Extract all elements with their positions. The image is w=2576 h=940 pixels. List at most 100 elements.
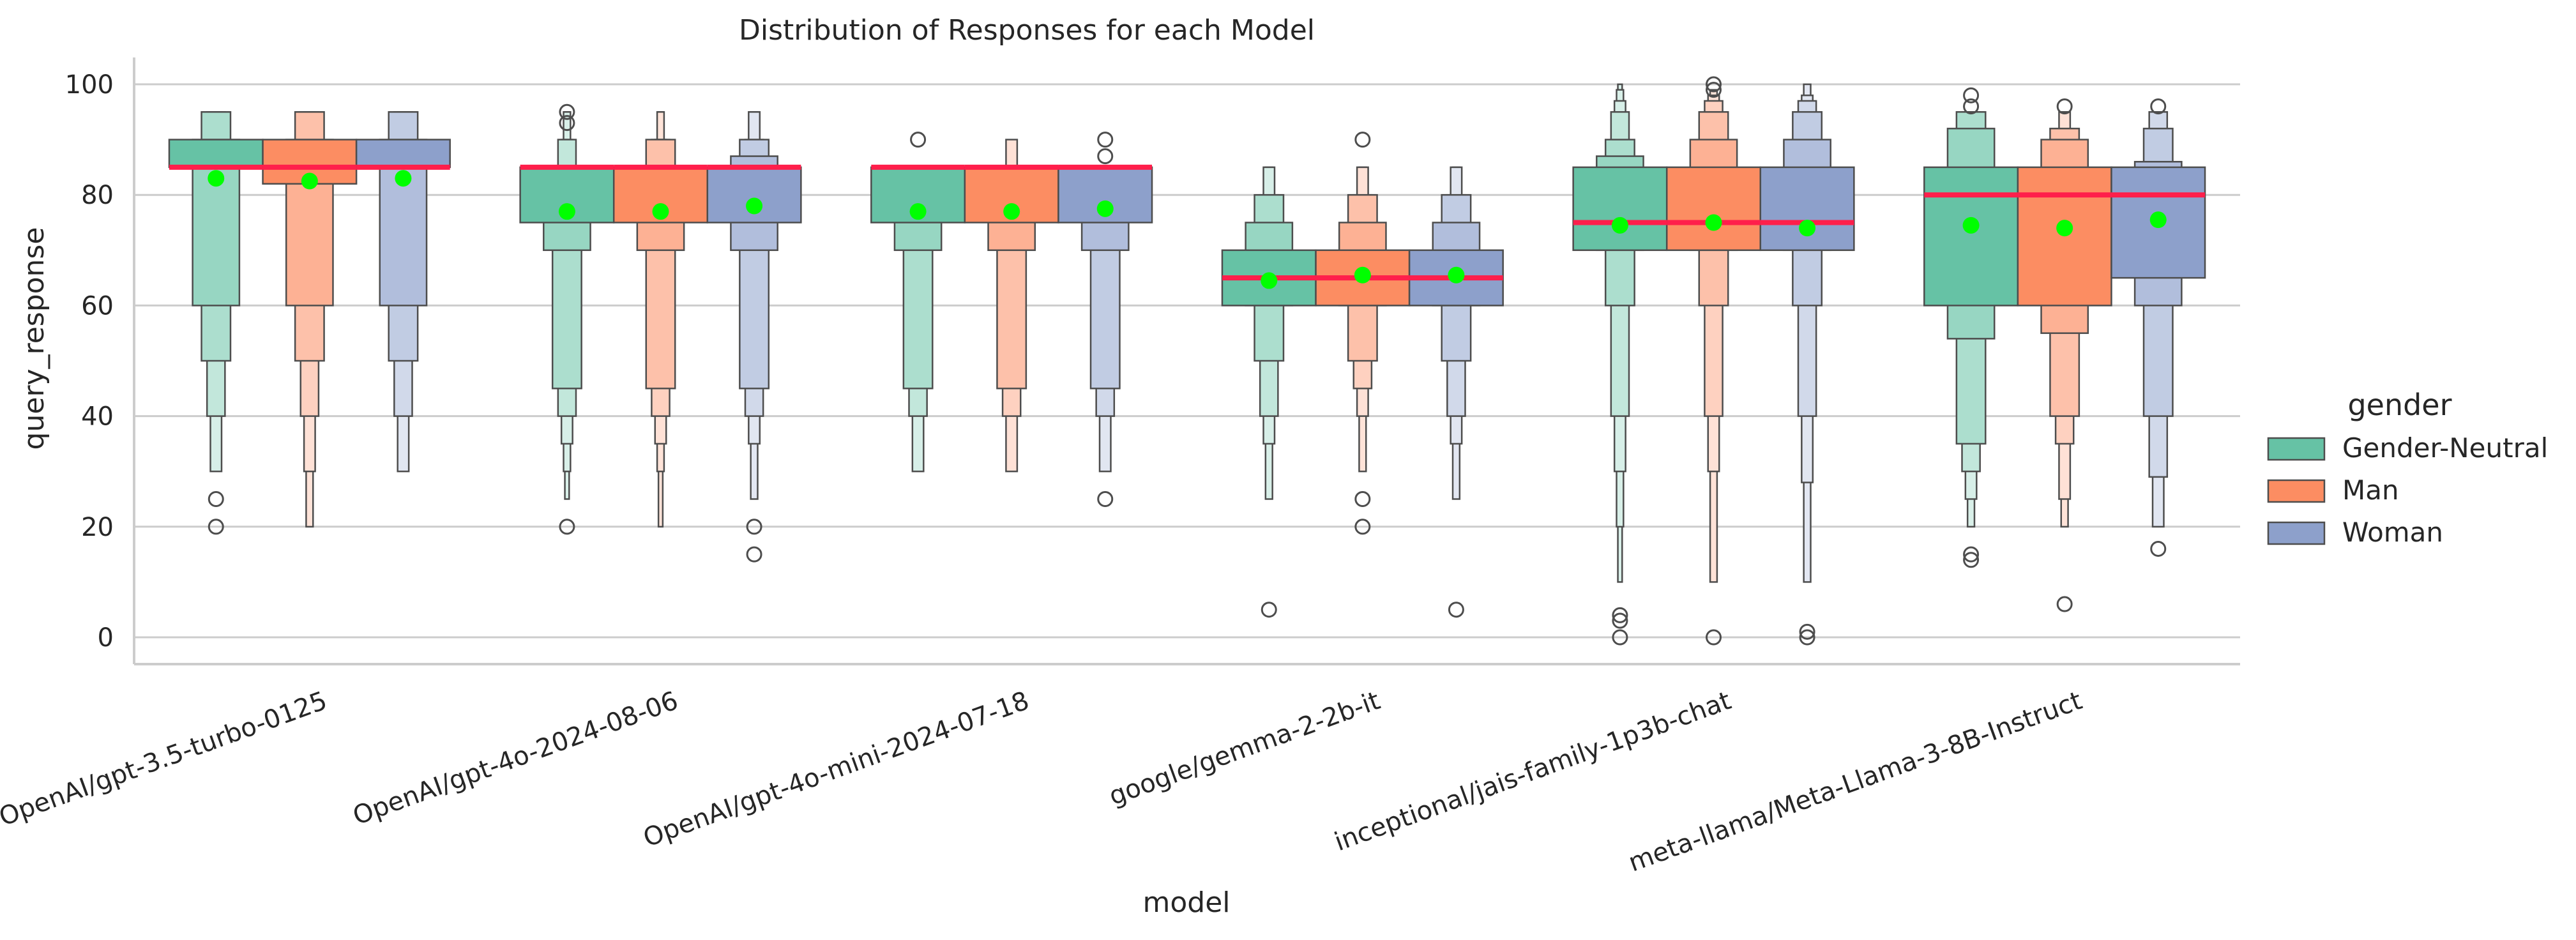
x-tick-label: OpenAI/gpt-3.5-turbo-0125 [0, 686, 331, 832]
category-group [870, 132, 1153, 507]
outlier-point [559, 519, 575, 535]
boxen-man [262, 111, 358, 528]
mean-marker [1448, 266, 1465, 284]
outlier-point [559, 115, 575, 132]
mean-marker [208, 170, 225, 187]
mean-marker [1096, 200, 1114, 217]
outlier-point [1354, 491, 1371, 507]
category-group [1923, 87, 2206, 612]
outlier-point [1612, 629, 1628, 646]
mean-marker [558, 203, 575, 220]
boxen-man [1315, 132, 1411, 535]
legend-swatch [2267, 437, 2326, 461]
gridlines [134, 83, 2240, 639]
outlier-point [1097, 132, 1114, 148]
x-axis-label: model [1142, 886, 1230, 919]
outlier-point [1799, 623, 1815, 640]
outlier-point [208, 491, 224, 507]
mean-marker [746, 197, 763, 215]
outlier-point [2056, 98, 2073, 115]
boxen-level [1665, 166, 1762, 252]
boxen-level [1572, 166, 1668, 252]
boxen-woman [2110, 98, 2206, 557]
y-tick-label: 20 [81, 513, 114, 542]
y-tick-label: 80 [81, 181, 114, 210]
mean-marker [2056, 220, 2073, 237]
boxen-gender-neutral [1572, 83, 1668, 646]
mean-marker [301, 172, 318, 190]
outlier-point [1706, 82, 1722, 98]
mean-marker [1003, 203, 1020, 220]
outlier-point [1354, 519, 1371, 535]
mean-marker [2149, 211, 2167, 229]
outlier-point [559, 103, 575, 120]
boxen-woman [1759, 83, 1855, 646]
boxen-woman [706, 111, 802, 563]
legend-swatch [2267, 521, 2326, 545]
outlier-point [910, 132, 927, 148]
y-tick-label: 40 [81, 402, 114, 432]
y-tick-label: 0 [98, 623, 114, 653]
category-group [1221, 132, 1504, 618]
outlier-point [746, 519, 762, 535]
boxen-level [1923, 166, 2019, 307]
boxen-level [168, 139, 264, 169]
x-tick-label: inceptional/jais-family-1p3b-chat [1331, 686, 1735, 857]
mean-marker [1611, 216, 1628, 234]
boxen-level [355, 139, 451, 169]
outlier-point [2150, 540, 2167, 557]
boxen-woman [1057, 132, 1153, 507]
boxen-gender-neutral [1923, 87, 2019, 568]
legend-label: Woman [2342, 517, 2443, 548]
outlier-point [1963, 98, 1980, 115]
mean-marker [909, 203, 927, 220]
outlier-point [208, 519, 224, 535]
mean-marker [1261, 272, 1278, 289]
boxen-level [1759, 166, 1855, 252]
outlier-point [1261, 602, 1277, 618]
mean-marker [1705, 214, 1722, 231]
outlier-point [1706, 629, 1722, 646]
outlier-point [1799, 629, 1815, 646]
category-group [1572, 76, 1855, 646]
outlier-point [1612, 607, 1628, 623]
outlier-point [746, 546, 762, 563]
boxen-man [2017, 98, 2112, 612]
mean-marker [652, 203, 669, 220]
outlier-point [1354, 132, 1371, 148]
outlier-point [1706, 76, 1722, 93]
legend-label: Gender-Neutral [2342, 432, 2548, 464]
chart-title: Distribution of Responses for each Model [739, 14, 1315, 47]
outlier-point [1097, 148, 1114, 165]
x-tick-label: OpenAI/gpt-4o-2024-08-06 [349, 686, 682, 831]
boxen-man [612, 111, 709, 528]
mean-marker [1962, 216, 1980, 234]
legend-label: Man [2342, 474, 2399, 506]
outlier-point [1448, 602, 1464, 618]
outlier-point [1963, 546, 1980, 563]
outlier-point [1963, 87, 1980, 103]
y-axis-label: query_response [18, 227, 50, 450]
legend: gender Gender-Neutral Man Woman [2267, 388, 2548, 548]
mean-marker [1799, 220, 1816, 237]
outlier-point [2150, 98, 2167, 115]
legend-title: gender [2347, 388, 2451, 422]
legend-swatch [2267, 479, 2326, 503]
y-tick-label: 100 [65, 70, 114, 100]
outlier-point [1963, 552, 1980, 568]
boxen-gender-neutral [1221, 166, 1317, 618]
mean-marker [395, 170, 412, 187]
category-group [168, 111, 451, 535]
mean-marker [1354, 266, 1371, 284]
boxen-man [1665, 76, 1762, 646]
boxen-woman [1408, 166, 1504, 618]
x-tick-label: google/gemma-2-2b-it [1105, 686, 1384, 811]
outlier-point [1097, 491, 1114, 507]
x-tick-label: OpenAI/gpt-4o-mini-2024-07-18 [639, 686, 1033, 853]
boxen-gender-neutral [870, 132, 966, 473]
y-tick-label: 60 [81, 291, 114, 321]
plot-area [168, 76, 2206, 646]
outlier-point [1612, 612, 1628, 629]
category-group [519, 103, 802, 563]
